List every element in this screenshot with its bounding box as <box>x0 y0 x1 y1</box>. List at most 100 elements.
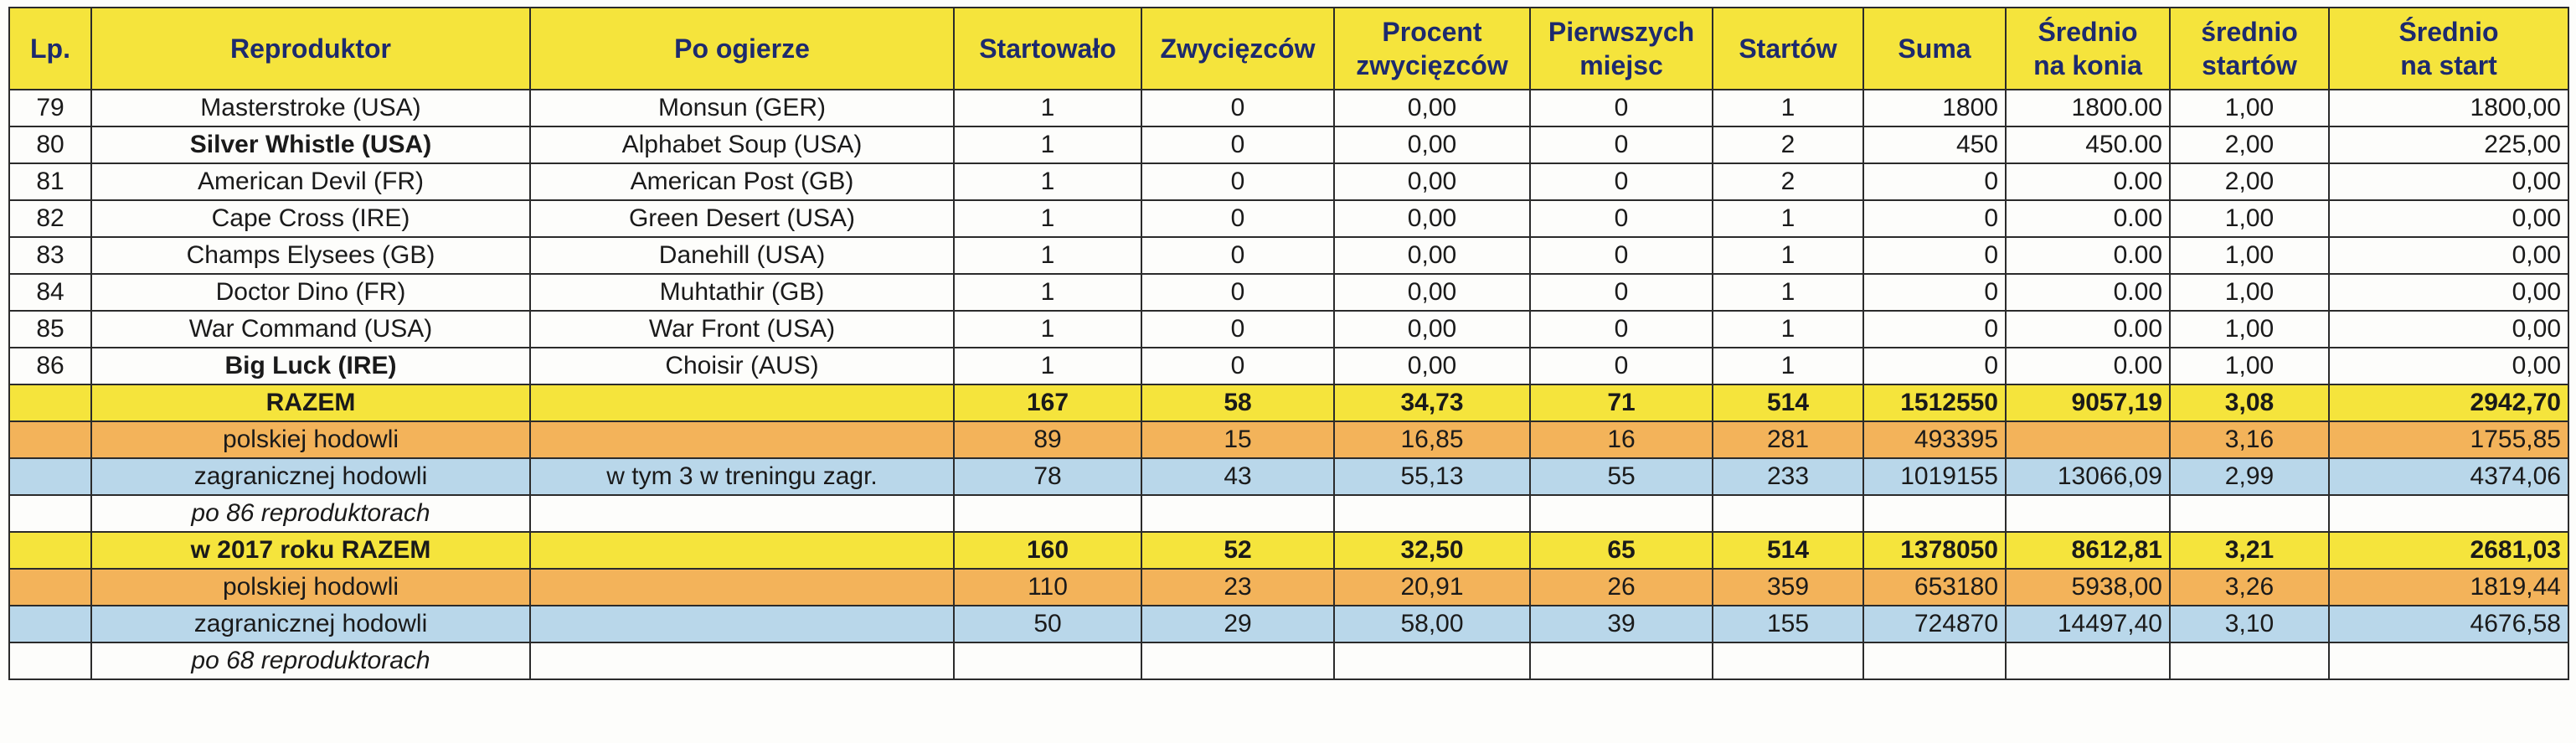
header-reproduktor: Reproduktor <box>90 7 531 90</box>
cell-startowalo: 1 <box>953 236 1142 275</box>
cell-lp-empty <box>8 531 92 570</box>
cell-pierwszych: 0 <box>1529 163 1713 201</box>
cell-reproduktor: Silver Whistle (USA) <box>90 126 531 164</box>
cell-srednio-start: 2681,03 <box>2328 531 2569 570</box>
cell-lp: 83 <box>8 236 92 275</box>
cell-startowalo: 110 <box>953 568 1142 606</box>
summary-polish-row: polskiej hodowli 89 15 16,85 16 281 4933… <box>8 421 2569 459</box>
cell-startowalo: 78 <box>953 457 1142 496</box>
cell-zwyciezcow: 43 <box>1141 457 1335 496</box>
cell-lp: 85 <box>8 310 92 348</box>
cell-suma: 653180 <box>1862 568 2007 606</box>
table-row: 82 Cape Cross (IRE) Green Desert (USA) 1… <box>8 199 2569 238</box>
cell-reproduktor: Masterstroke (USA) <box>90 89 531 127</box>
cell-srednio-startow: 1,00 <box>2169 89 2330 127</box>
cell-zwyciezcow: 0 <box>1141 126 1335 164</box>
cell-pierwszych: 0 <box>1529 347 1713 385</box>
cell-procent: 0,00 <box>1333 347 1531 385</box>
cell-srednio-konia: 5938,00 <box>2005 568 2171 606</box>
cell-procent: 16,85 <box>1333 421 1531 459</box>
cell-suma: 0 <box>1862 199 2007 238</box>
cell-reproduktor: Big Luck (IRE) <box>90 347 531 385</box>
cell-po-ogierze: Green Desert (USA) <box>529 199 955 238</box>
cell-srednio-startow: 3,08 <box>2169 384 2330 422</box>
cell-empty <box>1333 642 1531 680</box>
cell-empty <box>8 494 92 533</box>
table-row: 81 American Devil (FR) American Post (GB… <box>8 163 2569 201</box>
cell-procent: 58,00 <box>1333 605 1531 643</box>
cell-srednio-konia: 0.00 <box>2005 310 2171 348</box>
header-srednio-na-start: Średnio na start <box>2328 7 2569 90</box>
cell-srednio-start: 225,00 <box>2328 126 2569 164</box>
cell-pierwszych: 0 <box>1529 199 1713 238</box>
cell-po-ogierze: Monsun (GER) <box>529 89 955 127</box>
cell-suma: 1800 <box>1862 89 2007 127</box>
cell-srednio-konia: 1800.00 <box>2005 89 2171 127</box>
footnote-row: po 68 reproduktorach <box>8 642 2569 680</box>
cell-procent: 55,13 <box>1333 457 1531 496</box>
cell-startow: 514 <box>1712 384 1864 422</box>
cell-srednio-startow: 3,10 <box>2169 605 2330 643</box>
cell-srednio-startow: 1,00 <box>2169 236 2330 275</box>
cell-po-ogierze: Muhtathir (GB) <box>529 273 955 312</box>
cell-srednio-startow: 1,00 <box>2169 347 2330 385</box>
header-lp: Lp. <box>8 7 92 90</box>
cell-suma: 724870 <box>1862 605 2007 643</box>
cell-suma: 493395 <box>1862 421 2007 459</box>
cell-srednio-start: 4374,06 <box>2328 457 2569 496</box>
header-procent-zwyciezcow: Procent zwycięzców <box>1333 7 1531 90</box>
table-row: 83 Champs Elysees (GB) Danehill (USA) 1 … <box>8 236 2569 275</box>
table-row: 86 Big Luck (IRE) Choisir (AUS) 1 0 0,00… <box>8 347 2569 385</box>
cell-srednio-konia: 13066,09 <box>2005 457 2171 496</box>
cell-empty <box>529 568 955 606</box>
cell-srednio-start: 0,00 <box>2328 347 2569 385</box>
cell-suma: 1378050 <box>1862 531 2007 570</box>
summary-label: zagranicznej hodowli <box>90 457 531 496</box>
cell-zwyciezcow: 0 <box>1141 236 1335 275</box>
cell-reproduktor: War Command (USA) <box>90 310 531 348</box>
cell-startow: 281 <box>1712 421 1864 459</box>
header-suma: Suma <box>1862 7 2007 90</box>
cell-empty <box>2328 494 2569 533</box>
cell-procent: 0,00 <box>1333 310 1531 348</box>
summary-foreign-row: zagranicznej hodowli w tym 3 w treningu … <box>8 457 2569 496</box>
cell-empty <box>953 642 1142 680</box>
cell-empty <box>529 421 955 459</box>
header-srednio-startow: średnio startów <box>2169 7 2330 90</box>
cell-srednio-konia: 450.00 <box>2005 126 2171 164</box>
summary-label: zagranicznej hodowli <box>90 605 531 643</box>
cell-procent: 32,50 <box>1333 531 1531 570</box>
cell-srednio-startow: 2,00 <box>2169 163 2330 201</box>
cell-startowalo: 1 <box>953 347 1142 385</box>
cell-srednio-start: 4676,58 <box>2328 605 2569 643</box>
cell-startowalo: 1 <box>953 163 1142 201</box>
cell-empty <box>2328 642 2569 680</box>
cell-empty <box>1862 494 2007 533</box>
cell-srednio-start: 1800,00 <box>2328 89 2569 127</box>
cell-srednio-start: 0,00 <box>2328 310 2569 348</box>
cell-lp: 79 <box>8 89 92 127</box>
cell-empty <box>953 494 1142 533</box>
cell-zwyciezcow: 0 <box>1141 273 1335 312</box>
cell-srednio-konia: 0.00 <box>2005 163 2171 201</box>
cell-startow: 1 <box>1712 236 1864 275</box>
cell-po-ogierze: American Post (GB) <box>529 163 955 201</box>
cell-procent: 0,00 <box>1333 236 1531 275</box>
cell-zwyciezcow: 0 <box>1141 89 1335 127</box>
cell-startowalo: 50 <box>953 605 1142 643</box>
summary-label: w 2017 roku RAZEM <box>90 531 531 570</box>
cell-pierwszych: 0 <box>1529 273 1713 312</box>
table-row: 84 Doctor Dino (FR) Muhtathir (GB) 1 0 0… <box>8 273 2569 312</box>
cell-srednio-konia: 0.00 <box>2005 347 2171 385</box>
stallion-statistics-table: Lp. Reproduktor Po ogierze Startowało Zw… <box>8 7 2569 680</box>
cell-zwyciezcow: 0 <box>1141 199 1335 238</box>
cell-procent: 0,00 <box>1333 89 1531 127</box>
cell-lp: 86 <box>8 347 92 385</box>
cell-startow: 2 <box>1712 126 1864 164</box>
cell-pierwszych: 0 <box>1529 89 1713 127</box>
cell-suma: 450 <box>1862 126 2007 164</box>
cell-startowalo: 1 <box>953 273 1142 312</box>
cell-empty <box>2005 642 2171 680</box>
table-row: 85 War Command (USA) War Front (USA) 1 0… <box>8 310 2569 348</box>
cell-srednio-startow: 3,21 <box>2169 531 2330 570</box>
